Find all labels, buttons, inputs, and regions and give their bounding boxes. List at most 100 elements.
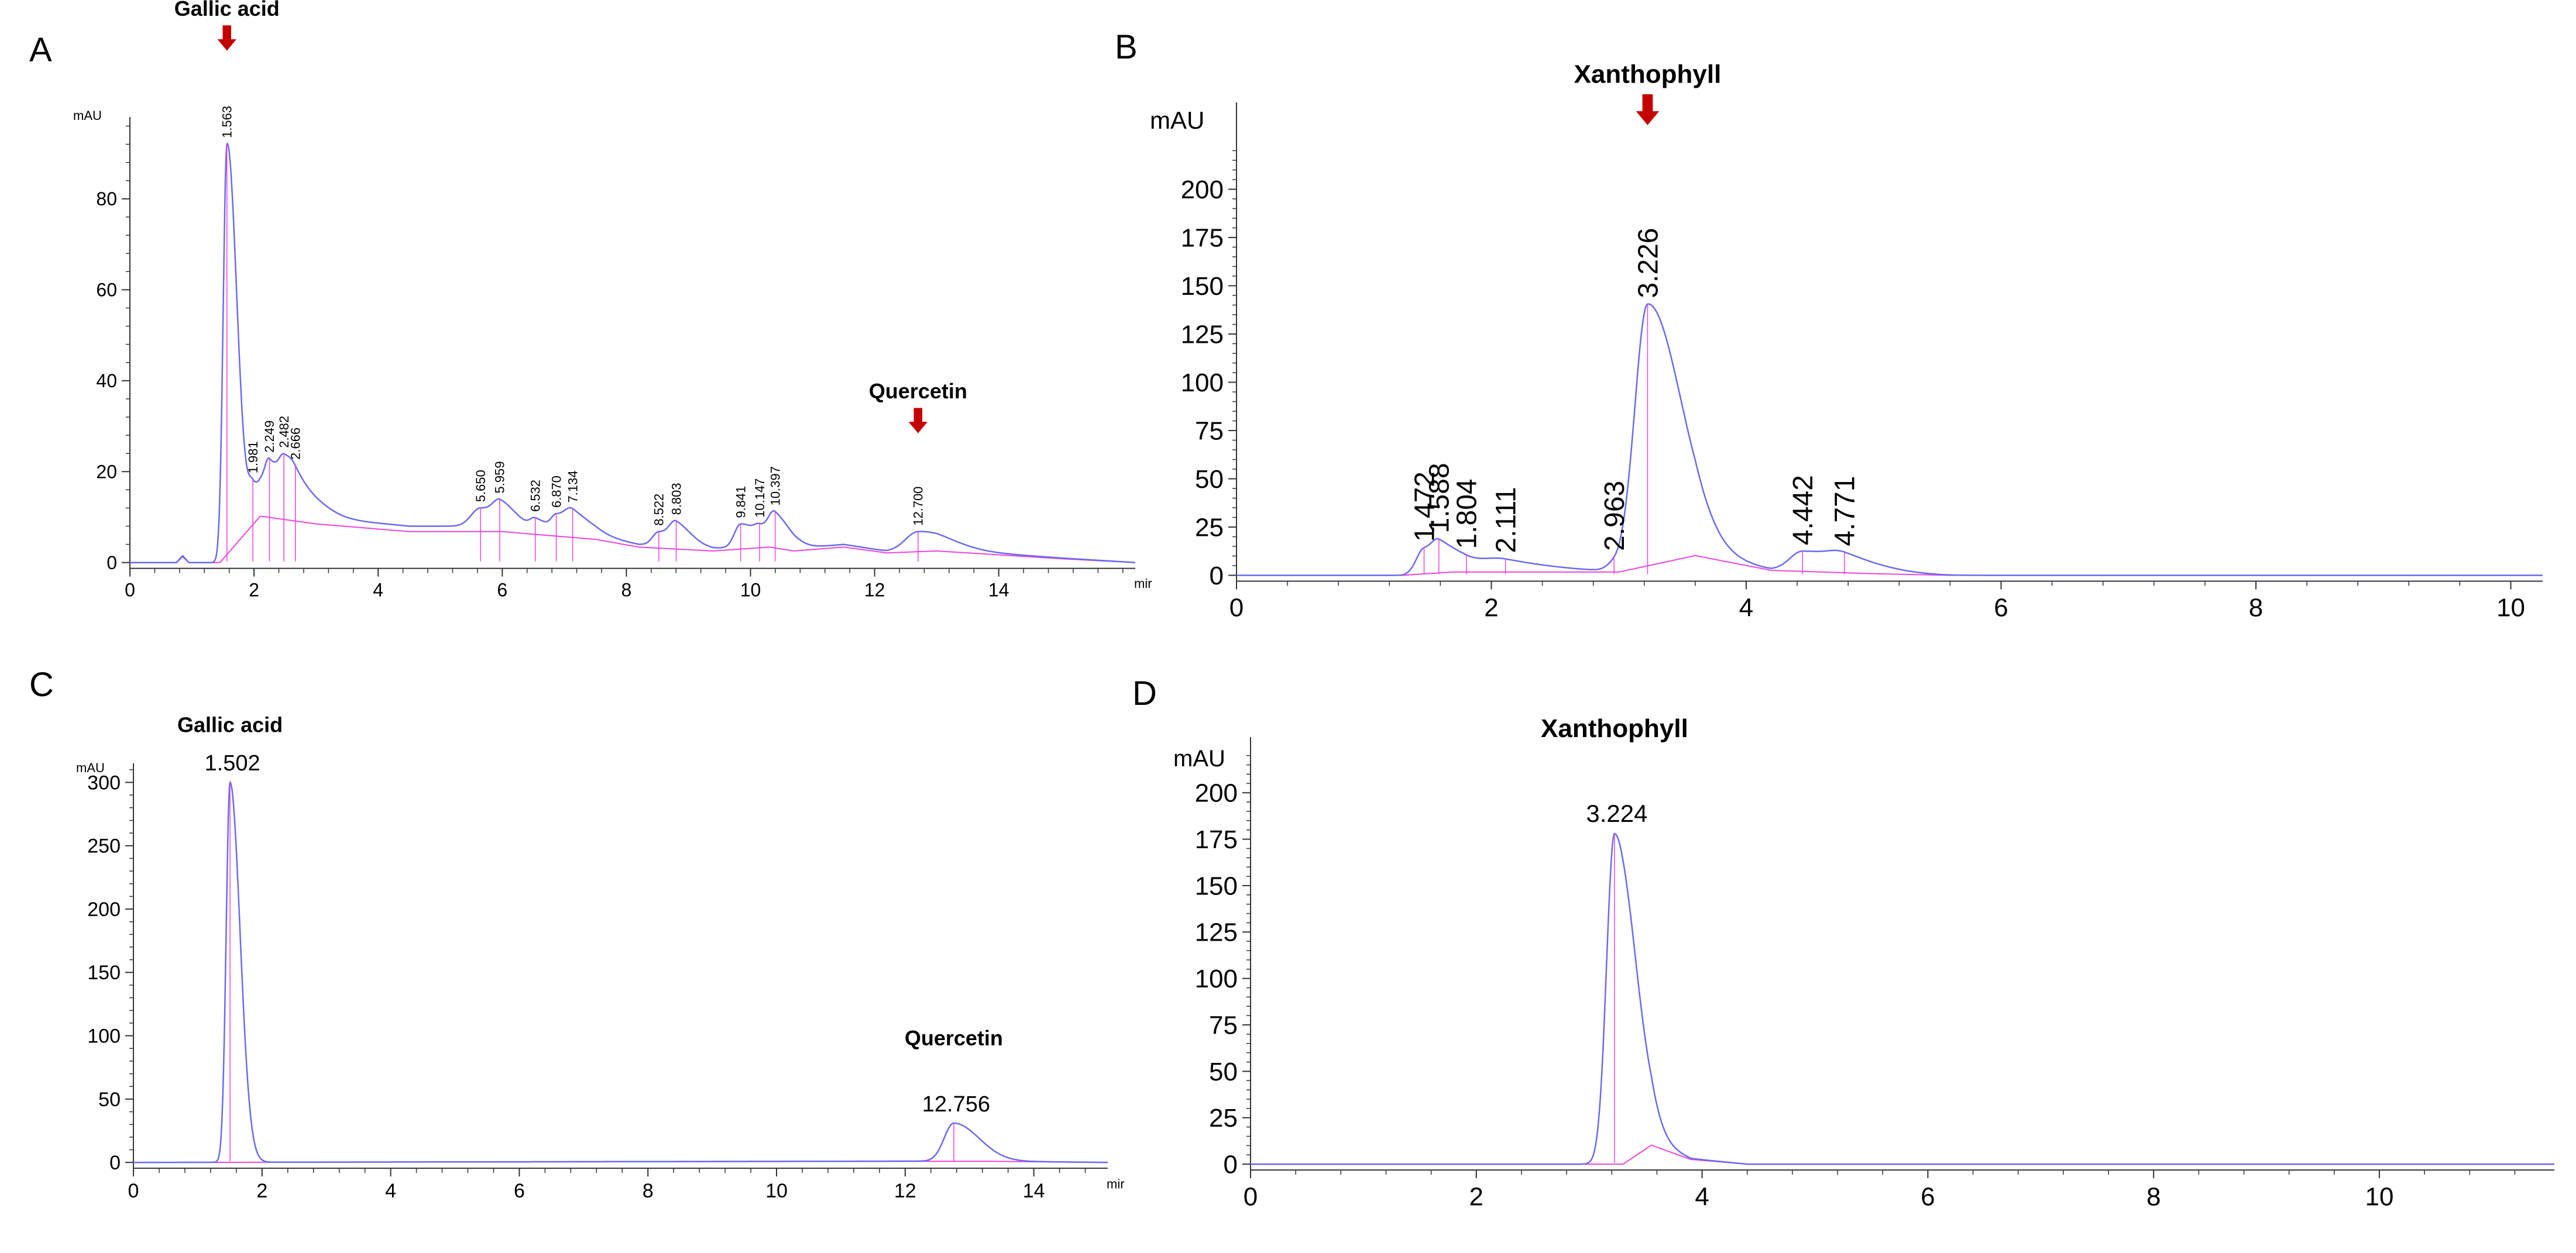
y-tick-label: 75: [1195, 416, 1224, 445]
compound-label: Quercetin: [869, 379, 967, 403]
x-tick-label: 0: [1229, 594, 1244, 622]
x-tick-label: 10: [740, 579, 761, 600]
y-tick-label: 100: [87, 1025, 121, 1048]
peak-label: 3.226: [1633, 228, 1664, 298]
compound-label: Quercetin: [905, 1026, 1003, 1050]
y-tick-label: 200: [87, 899, 121, 921]
peak-label: 12.700: [911, 486, 926, 525]
chromatogram-panel-a: 0 20 40 60 80 0 2 4 6 8 10 12 14 mAU mir 1.563 1.9812.24…: [73, 0, 1152, 600]
peak-label: 4.442: [1788, 475, 1819, 545]
peak-label: 2.111: [1490, 487, 1521, 553]
chromatogram-trace: [1251, 832, 2554, 1165]
peak-label: 3.224: [1586, 800, 1647, 827]
peak-label: 7.134: [565, 470, 580, 502]
peak-label: 4.771: [1830, 476, 1861, 546]
x-tick-label: 10: [2365, 1182, 2394, 1211]
x-axis-unit: mir: [1107, 1177, 1125, 1192]
x-tick-label: 12: [864, 579, 885, 600]
x-tick-label: 0: [128, 1180, 139, 1202]
x-tick-label: 6: [514, 1180, 525, 1202]
peak-label: 10.147: [753, 479, 767, 518]
x-tick-label: 12: [894, 1180, 916, 1202]
y-tick-label: 50: [1195, 465, 1224, 494]
peak-label: 2.249: [262, 421, 277, 453]
y-tick-label: 150: [87, 962, 121, 984]
x-tick-label: 2: [256, 1180, 267, 1202]
y-tick-label: 125: [1181, 320, 1224, 349]
x-tick-label: 4: [385, 1180, 396, 1202]
panel-letter: B: [1115, 28, 1138, 66]
peak-label: 6.532: [528, 480, 542, 512]
y-tick-label: 150: [1195, 872, 1238, 900]
y-tick-label: 125: [1195, 918, 1238, 947]
integration-baseline: [130, 515, 1136, 563]
x-tick-label: 10: [765, 1180, 788, 1202]
y-tick-label: 0: [107, 552, 117, 573]
down-arrow-icon: [1636, 94, 1660, 125]
peak-label: 2.963: [1599, 481, 1630, 551]
y-tick-label: 175: [1181, 223, 1224, 252]
y-tick-label: 25: [1209, 1104, 1238, 1132]
chromatogram-panel-c: 0 50 100 150 200 250 300 0 2 4 6 8 10 12 14 mAU mir 1.502…: [76, 713, 1125, 1202]
chromatogram-panel-d: 0 25 50 75 100 125 150 175 200 0 2 4 6 8 10 mAU 3.224 Xan…: [1173, 714, 2554, 1211]
y-axis-unit: mAU: [1150, 106, 1204, 134]
x-tick-label: 0: [1244, 1182, 1258, 1211]
panel-letter: C: [29, 666, 54, 704]
x-tick-label: 8: [2146, 1182, 2161, 1211]
x-tick-label: 14: [1023, 1180, 1045, 1202]
y-tick-label: 50: [1209, 1058, 1238, 1086]
x-tick-label: 2: [249, 579, 259, 600]
peak-label: 8.803: [669, 483, 684, 515]
peak-label: 1.563: [219, 106, 234, 138]
y-tick-label: 175: [1195, 825, 1238, 854]
y-tick-label: 150: [1181, 272, 1224, 301]
integration-baseline: [1251, 1144, 2554, 1165]
y-tick-label: 0: [1210, 562, 1224, 590]
compound-label: Gallic acid: [174, 0, 280, 20]
peak-label: 10.397: [768, 466, 782, 505]
x-tick-label: 6: [497, 579, 507, 600]
peak-label: 1.472: [1409, 471, 1440, 542]
chromatogram-panel-b: 0 25 50 75 100 125 150 175 200 0 2 4 6 8 10 mAU 1.4721.5…: [1150, 60, 2543, 622]
panel-letter: A: [29, 31, 52, 69]
y-tick-label: 200: [1195, 779, 1238, 808]
y-tick-label: 50: [98, 1089, 121, 1111]
x-tick-label: 6: [1994, 594, 2008, 622]
compound-label: Xanthophyll: [1541, 714, 1688, 743]
x-tick-label: 8: [621, 579, 631, 600]
y-tick-label: 300: [87, 772, 121, 794]
y-tick-label: 80: [96, 188, 117, 209]
peak-label: 2.482: [277, 416, 291, 448]
peak-label: 1.588: [1424, 463, 1455, 533]
integration-baseline: [1237, 555, 2543, 576]
y-axis-unit: mAU: [73, 108, 102, 123]
x-tick-label: 8: [643, 1180, 654, 1202]
y-tick-label: 40: [96, 370, 117, 391]
x-tick-label: 14: [988, 579, 1009, 600]
down-arrow-icon: [217, 25, 236, 51]
chromatogram-trace: [1237, 303, 2543, 576]
y-tick-label: 25: [1195, 513, 1224, 542]
peak-label: 1.804: [1452, 479, 1483, 549]
compound-label: Gallic acid: [177, 713, 283, 737]
peak-label: 8.522: [651, 494, 666, 526]
panel-letter: D: [1132, 674, 1157, 712]
x-tick-label: 4: [373, 579, 383, 600]
peak-label: 12.756: [922, 1092, 990, 1117]
down-arrow-icon: [908, 408, 928, 433]
x-tick-label: 2: [1469, 1182, 1483, 1211]
peak-label: 6.870: [549, 476, 564, 508]
peak-label: 5.959: [493, 461, 507, 493]
x-tick-label: 4: [1695, 1182, 1709, 1211]
x-tick-label: 4: [1739, 594, 1753, 622]
y-tick-label: 100: [1181, 369, 1224, 397]
y-tick-label: 0: [109, 1152, 121, 1174]
y-tick-label: 0: [1224, 1151, 1238, 1179]
peak-label: 5.650: [473, 470, 488, 502]
peak-label: 2.666: [288, 428, 303, 460]
y-tick-label: 100: [1195, 965, 1238, 993]
y-tick-label: 200: [1181, 175, 1224, 204]
x-axis-unit: mir: [1134, 576, 1152, 591]
y-tick-label: 250: [87, 835, 121, 858]
x-tick-label: 6: [1921, 1182, 1935, 1211]
